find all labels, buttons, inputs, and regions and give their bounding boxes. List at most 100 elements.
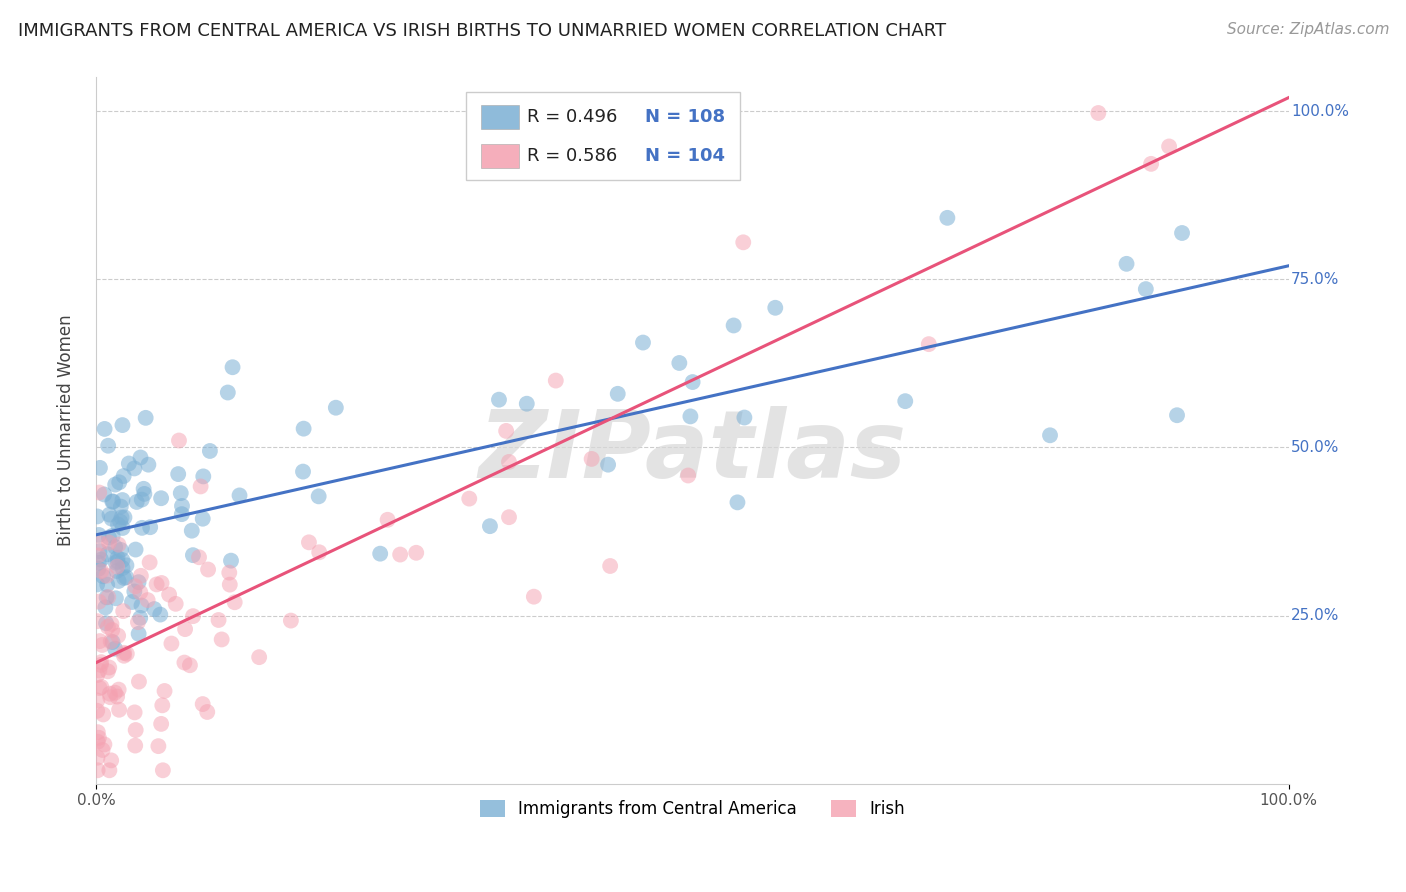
Point bbox=[224, 595, 246, 609]
Point bbox=[115, 570, 138, 584]
Text: R = 0.496: R = 0.496 bbox=[527, 108, 617, 126]
Point bbox=[498, 455, 520, 469]
Point bbox=[150, 576, 173, 591]
Point bbox=[104, 686, 127, 700]
Point bbox=[733, 410, 755, 425]
Point bbox=[125, 723, 148, 737]
Point bbox=[181, 548, 204, 562]
Point bbox=[217, 385, 239, 400]
Point bbox=[124, 706, 146, 720]
Point bbox=[153, 684, 176, 698]
Point bbox=[89, 536, 111, 550]
Point bbox=[93, 487, 115, 501]
Point bbox=[170, 499, 193, 513]
Point bbox=[104, 477, 127, 491]
Point bbox=[89, 544, 111, 558]
Point bbox=[191, 512, 214, 526]
Point bbox=[135, 410, 157, 425]
Point bbox=[110, 543, 132, 558]
Point bbox=[107, 550, 129, 565]
Point bbox=[104, 556, 127, 570]
Point bbox=[478, 519, 501, 533]
Point bbox=[111, 521, 134, 535]
Point bbox=[112, 648, 135, 663]
FancyBboxPatch shape bbox=[481, 144, 519, 168]
Point bbox=[89, 485, 111, 500]
Text: ZIPatlas: ZIPatlas bbox=[478, 406, 907, 498]
Point bbox=[94, 616, 117, 631]
Point bbox=[495, 424, 517, 438]
Text: 50.0%: 50.0% bbox=[1291, 440, 1340, 455]
Point bbox=[93, 422, 115, 436]
Point bbox=[682, 375, 704, 389]
Point bbox=[105, 690, 128, 704]
Point bbox=[97, 547, 120, 561]
Point bbox=[170, 486, 193, 500]
Point bbox=[100, 753, 122, 767]
Point bbox=[98, 764, 121, 778]
Point bbox=[1171, 226, 1194, 240]
Point bbox=[90, 655, 112, 669]
Point bbox=[94, 600, 117, 615]
Point bbox=[98, 535, 121, 549]
Point bbox=[763, 301, 786, 315]
Text: 25.0%: 25.0% bbox=[1291, 608, 1340, 624]
Point bbox=[87, 528, 110, 542]
Point bbox=[128, 627, 150, 641]
Point bbox=[111, 493, 134, 508]
Point bbox=[121, 595, 143, 609]
Point bbox=[98, 508, 121, 522]
Point bbox=[167, 467, 190, 481]
Point bbox=[129, 450, 152, 465]
Point bbox=[97, 665, 120, 679]
Point bbox=[111, 553, 134, 567]
Point bbox=[124, 542, 146, 557]
Point bbox=[190, 479, 212, 493]
Point bbox=[211, 632, 233, 647]
Point bbox=[86, 693, 108, 707]
Legend: Immigrants from Central America, Irish: Immigrants from Central America, Irish bbox=[474, 793, 911, 825]
Point bbox=[110, 500, 132, 514]
Point bbox=[101, 623, 124, 637]
Point bbox=[298, 535, 321, 549]
Point bbox=[170, 507, 193, 521]
Point bbox=[105, 564, 128, 578]
Point bbox=[87, 725, 110, 739]
Point bbox=[150, 717, 173, 731]
Point bbox=[207, 613, 229, 627]
Point bbox=[918, 337, 941, 351]
Point bbox=[598, 458, 620, 472]
Point bbox=[86, 704, 108, 718]
Point bbox=[86, 668, 108, 682]
Point bbox=[107, 538, 129, 552]
Point bbox=[1166, 409, 1188, 423]
Point bbox=[129, 569, 152, 583]
Point bbox=[91, 743, 114, 757]
Point bbox=[631, 335, 654, 350]
Point bbox=[179, 658, 201, 673]
Point bbox=[131, 521, 153, 535]
Point bbox=[97, 439, 120, 453]
Point bbox=[228, 488, 250, 502]
Point bbox=[104, 540, 127, 554]
Point bbox=[129, 585, 152, 599]
Point bbox=[86, 509, 108, 524]
Point bbox=[1140, 157, 1163, 171]
Point bbox=[100, 616, 122, 631]
Point bbox=[98, 687, 121, 701]
Point bbox=[97, 531, 120, 545]
Point bbox=[124, 579, 146, 593]
Point bbox=[165, 597, 187, 611]
Point bbox=[93, 738, 115, 752]
Point bbox=[152, 764, 174, 778]
Point bbox=[936, 211, 959, 225]
Point bbox=[128, 575, 150, 590]
Point bbox=[292, 422, 315, 436]
Point bbox=[221, 360, 243, 375]
Point bbox=[96, 568, 118, 582]
Point bbox=[280, 614, 302, 628]
Point bbox=[523, 590, 546, 604]
Point bbox=[894, 394, 917, 409]
Point bbox=[488, 392, 510, 407]
Point bbox=[1115, 257, 1137, 271]
